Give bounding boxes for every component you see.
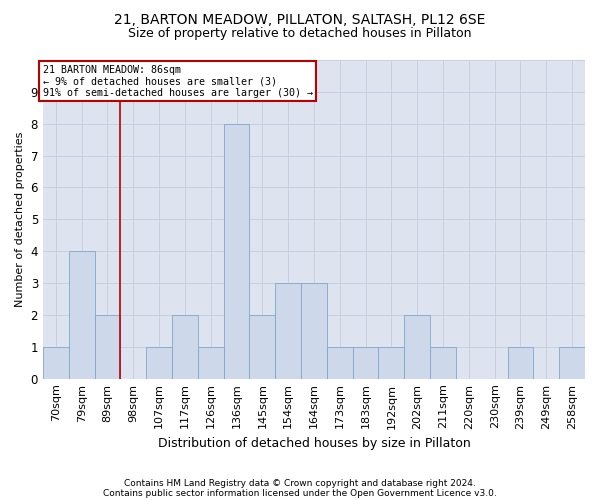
- Text: 21 BARTON MEADOW: 86sqm
← 9% of detached houses are smaller (3)
91% of semi-deta: 21 BARTON MEADOW: 86sqm ← 9% of detached…: [43, 65, 313, 98]
- Text: Contains public sector information licensed under the Open Government Licence v3: Contains public sector information licen…: [103, 488, 497, 498]
- Bar: [353, 347, 379, 378]
- Bar: [508, 347, 533, 378]
- Bar: [379, 347, 404, 378]
- Bar: [404, 315, 430, 378]
- Text: Contains HM Land Registry data © Crown copyright and database right 2024.: Contains HM Land Registry data © Crown c…: [124, 478, 476, 488]
- Bar: [43, 347, 69, 378]
- Bar: [275, 283, 301, 378]
- Bar: [559, 347, 585, 378]
- Y-axis label: Number of detached properties: Number of detached properties: [15, 132, 25, 307]
- Text: Size of property relative to detached houses in Pillaton: Size of property relative to detached ho…: [128, 28, 472, 40]
- Text: 21, BARTON MEADOW, PILLATON, SALTASH, PL12 6SE: 21, BARTON MEADOW, PILLATON, SALTASH, PL…: [115, 12, 485, 26]
- Bar: [95, 315, 121, 378]
- Bar: [430, 347, 456, 378]
- Bar: [224, 124, 250, 378]
- Bar: [301, 283, 327, 378]
- Bar: [172, 315, 198, 378]
- Bar: [69, 251, 95, 378]
- Bar: [250, 315, 275, 378]
- Bar: [146, 347, 172, 378]
- X-axis label: Distribution of detached houses by size in Pillaton: Distribution of detached houses by size …: [158, 437, 470, 450]
- Bar: [198, 347, 224, 378]
- Bar: [327, 347, 353, 378]
